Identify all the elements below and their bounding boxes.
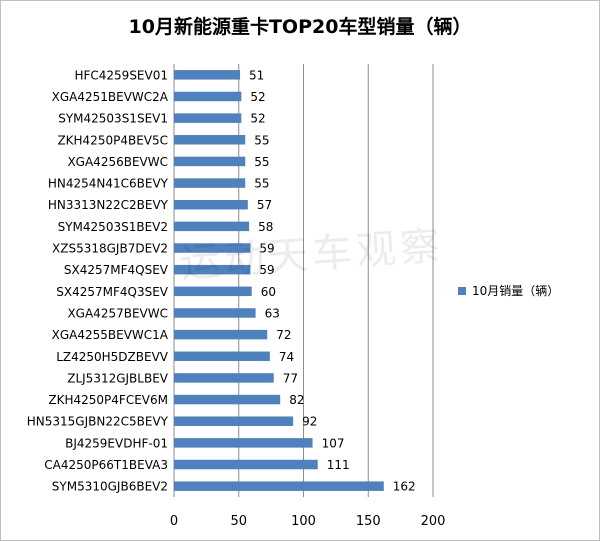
x-tick-label: 0	[170, 514, 178, 529]
legend-label: 10月销量（辆）	[472, 284, 560, 298]
data-label: 52	[250, 90, 265, 104]
category-label: SYM5310GJB6BEV2	[52, 480, 168, 494]
bar	[174, 264, 251, 275]
category-label: HN5315GJBN22C5BEVY	[27, 415, 169, 429]
data-label: 162	[393, 480, 416, 494]
bar	[174, 308, 256, 318]
data-label: 74	[279, 350, 294, 364]
category-label: LZ4250H5DZBEVV	[56, 350, 169, 364]
x-tick-label: 50	[230, 514, 247, 529]
category-label: HN4254N41C6BEVY	[48, 177, 169, 191]
bar	[174, 481, 384, 491]
category-label: SX4257MF4QSEV	[64, 263, 169, 277]
bar	[174, 91, 242, 102]
bar	[174, 70, 241, 80]
category-label: XZS5318GJB7DEV2	[52, 242, 168, 256]
data-label: 55	[254, 177, 269, 191]
bar	[174, 243, 251, 253]
data-label: 60	[261, 285, 276, 299]
data-label: 72	[276, 328, 291, 342]
bar	[174, 135, 246, 145]
x-tick-label: 200	[421, 514, 446, 529]
category-label: XGA4251BEVWC2A	[52, 90, 169, 104]
data-label: 59	[259, 242, 274, 256]
category-label: BJ4259EVDHF-01	[65, 436, 168, 450]
category-label: HFC4259SEV01	[74, 68, 168, 82]
category-label: XGA4255BEVWC1A	[52, 328, 169, 342]
category-label: XGA4257BEVWC	[67, 306, 168, 320]
category-label: ZKH4250P4FCEV6M	[48, 393, 168, 407]
bar	[174, 199, 248, 210]
bar	[174, 351, 270, 362]
data-label: 55	[254, 155, 269, 169]
bar	[174, 178, 246, 188]
data-label: 63	[265, 306, 280, 320]
data-label: 55	[254, 133, 269, 147]
data-label: 58	[258, 220, 273, 234]
category-label: SYM42503S1SEV1	[58, 112, 168, 126]
legend: 10月销量（辆）	[458, 282, 559, 299]
bar	[174, 113, 242, 123]
bar	[174, 416, 294, 426]
legend-swatch	[458, 286, 466, 295]
bar	[174, 329, 268, 340]
bar	[174, 394, 281, 405]
bar	[174, 438, 313, 448]
data-label: 52	[250, 112, 265, 126]
data-label: 51	[249, 68, 264, 82]
bar	[174, 286, 252, 297]
category-label: XGA4256BEVWC	[67, 155, 168, 169]
x-tick-label: 150	[356, 514, 381, 529]
category-label: HN3313N22C2BEVY	[48, 198, 169, 212]
bar	[174, 156, 246, 167]
x-tick-label: 100	[291, 514, 316, 529]
data-label: 92	[302, 415, 317, 429]
data-label: 59	[259, 263, 274, 277]
category-label: ZKH4250P4BEV5C	[57, 133, 168, 147]
data-label: 57	[257, 198, 272, 212]
bar	[174, 459, 318, 470]
data-label: 111	[327, 458, 350, 472]
category-label: CA4250P66T1BEVA3	[44, 458, 168, 472]
bar	[174, 373, 274, 383]
category-label: SX4257MF4Q3SEV	[56, 285, 169, 299]
data-label: 82	[289, 393, 304, 407]
data-label: 77	[283, 371, 298, 385]
bar	[174, 221, 250, 232]
category-label: ZLJ5312GJBLBEV	[67, 371, 169, 385]
chart-title: 10月新能源重卡TOP20车型销量（辆）	[128, 16, 472, 38]
category-label: SYM42503S1BEV2	[58, 220, 168, 234]
data-label: 107	[322, 436, 345, 450]
